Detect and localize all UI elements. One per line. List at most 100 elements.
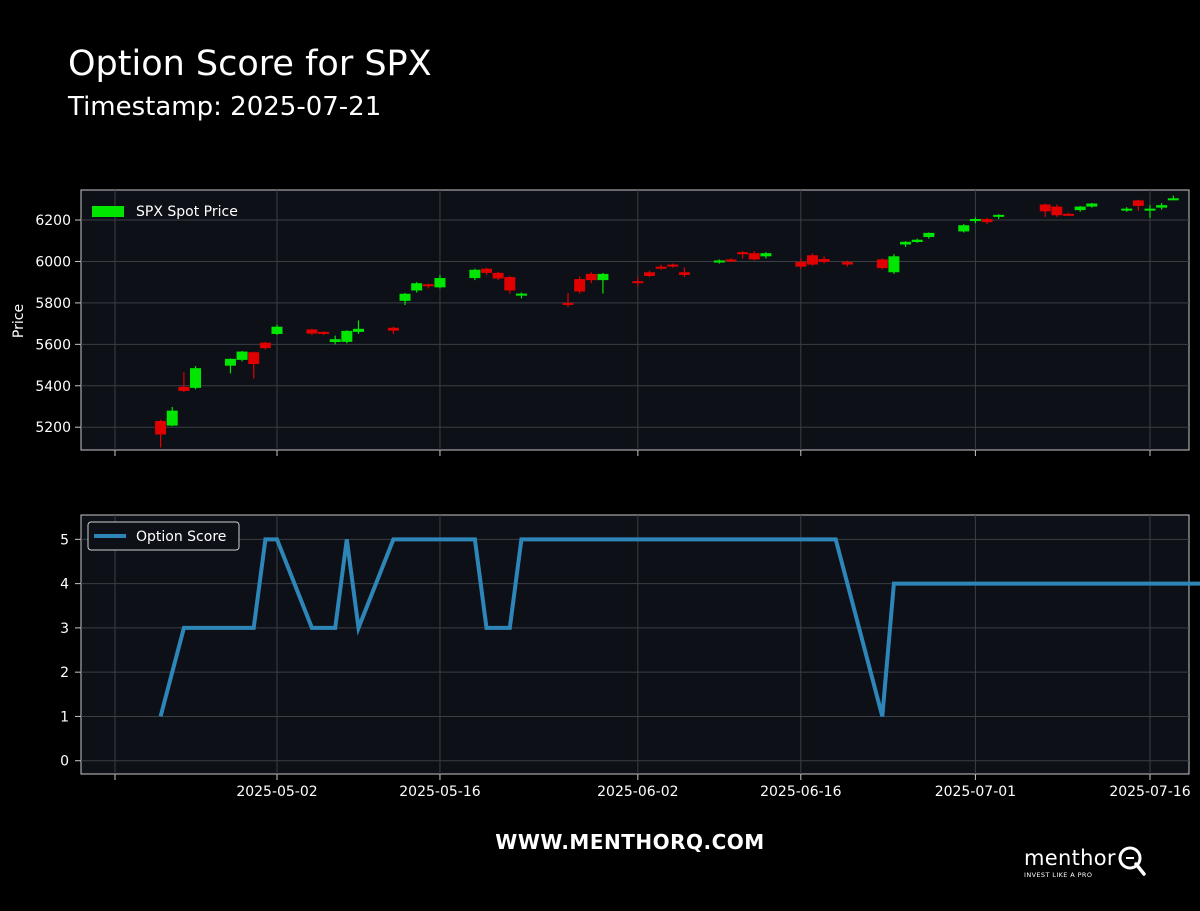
candle	[504, 275, 516, 294]
candle-body	[387, 327, 399, 331]
candle-body	[271, 326, 283, 334]
candle-body	[1156, 205, 1168, 208]
candle	[969, 217, 981, 224]
candle	[1121, 207, 1133, 212]
candle-body	[399, 293, 411, 301]
candle-body	[958, 225, 970, 232]
candle	[515, 292, 527, 299]
candle-body	[876, 259, 888, 269]
candle-body	[667, 264, 679, 267]
candle-body	[504, 277, 516, 291]
candle-body	[748, 253, 760, 260]
score-legend-label: Option Score	[136, 529, 226, 545]
candle-body	[1039, 204, 1051, 212]
candle	[248, 351, 260, 379]
candle-body	[1144, 208, 1156, 211]
candle	[166, 406, 178, 427]
candle	[806, 253, 818, 266]
candle	[795, 258, 807, 269]
candle	[224, 358, 236, 374]
x-tick-label: 2025-06-16	[760, 784, 841, 800]
candle	[259, 341, 271, 350]
candle	[876, 258, 888, 270]
candle-body	[248, 352, 260, 365]
price-grid	[81, 190, 1189, 456]
candle-body	[760, 253, 772, 257]
candle-body	[597, 273, 609, 281]
candle-body	[841, 261, 853, 265]
q-magnifier-icon	[1118, 846, 1146, 876]
candle	[713, 259, 725, 264]
candle	[632, 277, 644, 287]
x-tick-label: 2025-07-01	[935, 784, 1016, 800]
candle-body	[259, 342, 271, 349]
score-y-tick-label: 1	[60, 709, 69, 725]
candle-body	[911, 239, 923, 242]
candle	[958, 224, 970, 233]
candle	[748, 251, 760, 261]
option-score-line	[158, 537, 1200, 717]
candle	[678, 267, 690, 278]
candle	[481, 267, 493, 275]
price-y-ticks: 5200 5400 5600 5800 6000 6200	[35, 213, 81, 436]
candle	[341, 330, 353, 344]
candle-body	[888, 256, 900, 273]
score-y-tick-label: 0	[60, 754, 69, 770]
candle	[434, 274, 446, 289]
candle	[911, 238, 923, 243]
candle	[1132, 199, 1144, 211]
price-y-tick-label: 6000	[35, 254, 71, 270]
candle-body	[574, 279, 586, 292]
candle-body	[713, 260, 725, 263]
candle	[981, 217, 993, 225]
price-y-axis-label: Price	[11, 304, 27, 338]
price-panel	[80, 189, 1190, 451]
candle	[574, 276, 586, 294]
candle-body	[632, 281, 644, 284]
candle	[818, 256, 830, 264]
price-y-tick-label: 5800	[35, 296, 71, 312]
score-legend: Option Score	[87, 521, 240, 551]
candle-body	[678, 272, 690, 275]
candle-body	[923, 232, 935, 238]
candle-body	[818, 258, 830, 262]
candle	[352, 320, 364, 334]
candle	[271, 324, 283, 336]
price-y-tick-label: 6200	[35, 213, 71, 229]
candle-body	[1086, 203, 1098, 207]
score-panel	[80, 514, 1190, 775]
price-legend-label: SPX Spot Price	[136, 204, 238, 220]
x-tick-label: 2025-05-02	[236, 784, 317, 800]
candle-body	[643, 272, 655, 276]
candle	[1051, 204, 1063, 217]
candle-body	[155, 420, 167, 435]
candles	[155, 195, 1179, 448]
timestamp-subtitle: Timestamp: 2025-07-21	[68, 92, 382, 122]
candle-body	[515, 293, 527, 296]
score-y-tick-label: 3	[60, 621, 69, 637]
candle-body	[737, 252, 749, 255]
score-y-tick-label: 5	[60, 532, 69, 548]
candle	[923, 232, 935, 239]
candle-body	[224, 358, 236, 366]
candle	[306, 328, 318, 336]
price-legend: SPX Spot Price	[92, 204, 238, 220]
candle-body	[1121, 208, 1133, 211]
x-tick-label: 2025-05-16	[399, 784, 480, 800]
candle	[841, 260, 853, 267]
candle-body	[434, 278, 446, 288]
candle	[667, 263, 679, 268]
score-y-tick-label: 2	[60, 665, 69, 681]
candle	[1144, 205, 1156, 218]
website-url: WWW.MENTHORQ.COM	[495, 830, 765, 854]
candle	[1063, 212, 1075, 216]
price-legend-swatch	[92, 206, 124, 217]
candle	[597, 272, 609, 294]
score-legend-box	[87, 521, 240, 551]
candle-body	[969, 219, 981, 222]
candle	[585, 272, 597, 284]
candle-body	[318, 331, 330, 334]
candle	[993, 214, 1005, 220]
candle	[178, 372, 190, 392]
